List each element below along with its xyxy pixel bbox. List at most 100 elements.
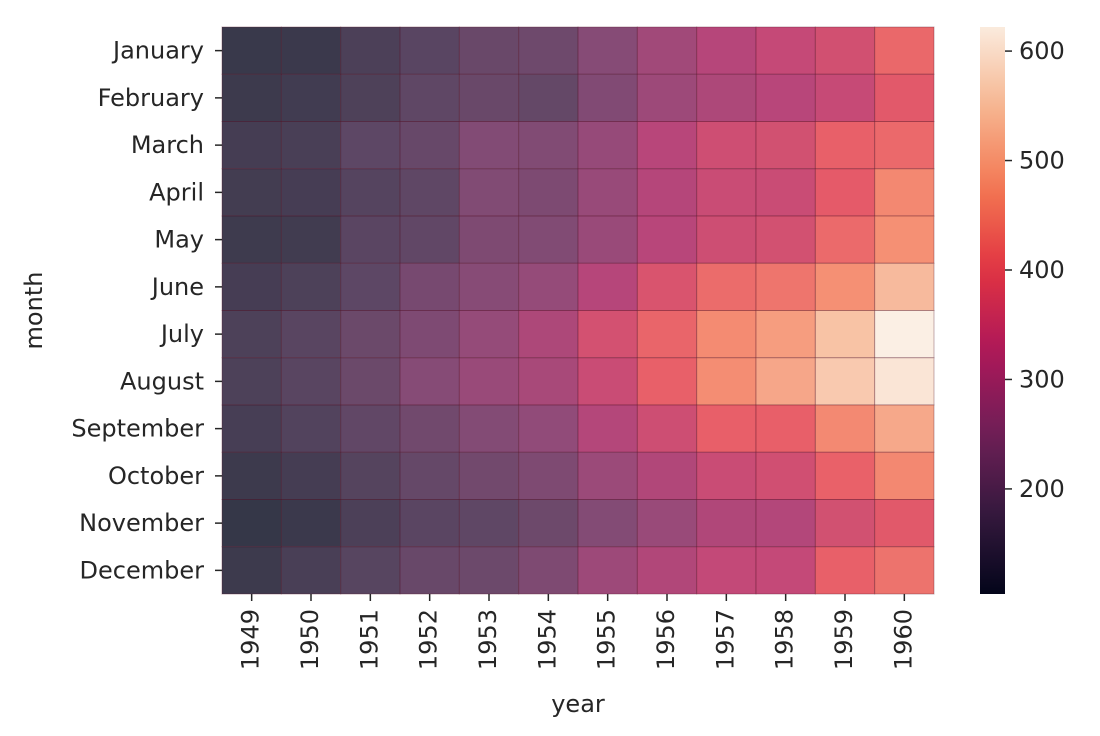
heatmap-cell-may-1954 bbox=[518, 215, 579, 264]
heatmap-cell-october-1957 bbox=[696, 451, 757, 500]
heatmap-cell-february-1954 bbox=[518, 73, 579, 122]
heatmap-cell-april-1951 bbox=[340, 168, 401, 217]
heatmap-cell-december-1959 bbox=[814, 546, 876, 595]
heatmap-cell-december-1949 bbox=[221, 546, 282, 595]
heatmap-cell-may-1959 bbox=[814, 215, 876, 264]
heatmap-cell-january-1953 bbox=[458, 26, 520, 75]
heatmap-cell-september-1955 bbox=[577, 404, 638, 453]
heatmap-cell-february-1960 bbox=[874, 73, 935, 122]
heatmap-cell-march-1951 bbox=[340, 121, 401, 170]
heatmap-cell-november-1959 bbox=[814, 499, 876, 548]
heatmap-cell-june-1956 bbox=[636, 262, 698, 311]
heatmap-cell-december-1958 bbox=[755, 546, 816, 595]
heatmap-cell-june-1953 bbox=[458, 262, 520, 311]
heatmap-cell-january-1949 bbox=[221, 26, 282, 75]
heatmap-cell-september-1953 bbox=[458, 404, 520, 453]
heatmap-cell-september-1960 bbox=[874, 404, 935, 453]
heatmap-cell-may-1949 bbox=[221, 215, 282, 264]
colorbar-tick-label: 400 bbox=[1019, 256, 1065, 284]
heatmap-cell-august-1949 bbox=[221, 357, 282, 406]
heatmap-cell-june-1951 bbox=[340, 262, 401, 311]
heatmap-cell-january-1954 bbox=[518, 26, 579, 75]
heatmap-cell-february-1953 bbox=[458, 73, 520, 122]
heatmap-cell-october-1955 bbox=[577, 451, 638, 500]
y-tick-label: March bbox=[131, 131, 204, 159]
heatmap-cell-january-1951 bbox=[340, 26, 401, 75]
heatmap-cell-october-1958 bbox=[755, 451, 816, 500]
heatmap-cell-january-1952 bbox=[399, 26, 460, 75]
heatmap-cell-july-1960 bbox=[874, 310, 935, 359]
heatmap-cell-june-1957 bbox=[696, 262, 757, 311]
heatmap-cell-september-1951 bbox=[340, 404, 401, 453]
y-tick-label: November bbox=[79, 509, 204, 537]
heatmap-cell-february-1956 bbox=[636, 73, 698, 122]
heatmap-cell-november-1955 bbox=[577, 499, 638, 548]
heatmap-cell-september-1956 bbox=[636, 404, 698, 453]
heatmap-cell-april-1949 bbox=[221, 168, 282, 217]
heatmap-cell-march-1949 bbox=[221, 121, 282, 170]
heatmap-cell-october-1956 bbox=[636, 451, 698, 500]
heatmap-cell-february-1950 bbox=[280, 73, 342, 122]
heatmap-cell-january-1958 bbox=[755, 26, 816, 75]
heatmap-cell-october-1960 bbox=[874, 451, 935, 500]
heatmap-cell-june-1960 bbox=[874, 262, 935, 311]
heatmap-cell-june-1955 bbox=[577, 262, 638, 311]
heatmap-cell-march-1954 bbox=[518, 121, 579, 170]
x-tick-label: 1959 bbox=[830, 609, 858, 670]
y-tick-label: October bbox=[108, 462, 204, 490]
heatmap-cell-april-1960 bbox=[874, 168, 935, 217]
heatmap-cell-january-1955 bbox=[577, 26, 638, 75]
y-tick-label: February bbox=[98, 84, 204, 112]
x-tick-label: 1953 bbox=[474, 609, 502, 670]
heatmap-cell-september-1959 bbox=[814, 404, 876, 453]
heatmap-cell-july-1950 bbox=[280, 310, 342, 359]
heatmap-cell-march-1959 bbox=[814, 121, 876, 170]
heatmap-cell-october-1949 bbox=[221, 451, 282, 500]
heatmap-cell-march-1958 bbox=[755, 121, 816, 170]
heatmap-cell-may-1956 bbox=[636, 215, 698, 264]
heatmap-cell-march-1953 bbox=[458, 121, 520, 170]
heatmap-cell-september-1952 bbox=[399, 404, 460, 453]
heatmap-cell-august-1950 bbox=[280, 357, 342, 406]
heatmap-cell-november-1949 bbox=[221, 499, 282, 548]
heatmap-cell-october-1951 bbox=[340, 451, 401, 500]
heatmap-cell-november-1957 bbox=[696, 499, 757, 548]
heatmap-cell-november-1952 bbox=[399, 499, 460, 548]
x-tick-label: 1954 bbox=[533, 609, 561, 670]
heatmap-cell-november-1956 bbox=[636, 499, 698, 548]
x-tick-label: 1956 bbox=[652, 609, 680, 670]
heatmap-cell-august-1952 bbox=[399, 357, 460, 406]
y-axis-label: month bbox=[20, 272, 48, 350]
heatmap-cell-august-1956 bbox=[636, 357, 698, 406]
heatmap-cell-may-1957 bbox=[696, 215, 757, 264]
x-tick-label: 1950 bbox=[296, 609, 324, 670]
x-axis-label: year bbox=[551, 690, 605, 718]
y-tick-label: September bbox=[71, 415, 204, 443]
heatmap-cell-november-1953 bbox=[458, 499, 520, 548]
heatmap-cell-june-1958 bbox=[755, 262, 816, 311]
x-tick-label: 1960 bbox=[889, 609, 917, 670]
x-tick-label: 1949 bbox=[237, 609, 265, 670]
heatmap-cell-november-1951 bbox=[340, 499, 401, 548]
y-tick-label: June bbox=[150, 273, 204, 301]
heatmap-cell-march-1956 bbox=[636, 121, 698, 170]
heatmap-cell-february-1957 bbox=[696, 73, 757, 122]
heatmap-cell-august-1957 bbox=[696, 357, 757, 406]
heatmap-cell-december-1950 bbox=[280, 546, 342, 595]
heatmap-cell-october-1952 bbox=[399, 451, 460, 500]
heatmap-cell-april-1954 bbox=[518, 168, 579, 217]
x-tick-label: 1958 bbox=[771, 609, 799, 670]
heatmap-cell-september-1954 bbox=[518, 404, 579, 453]
heatmap-cell-june-1952 bbox=[399, 262, 460, 311]
heatmap-cell-may-1953 bbox=[458, 215, 520, 264]
heatmap-cell-august-1960 bbox=[874, 357, 935, 406]
heatmap-cell-august-1959 bbox=[814, 357, 876, 406]
heatmap-cell-april-1953 bbox=[458, 168, 520, 217]
heatmap-cell-july-1957 bbox=[696, 310, 757, 359]
heatmap-cell-june-1950 bbox=[280, 262, 342, 311]
x-tick-label: 1952 bbox=[415, 609, 443, 670]
heatmap-cell-january-1960 bbox=[874, 26, 935, 75]
heatmap-cell-november-1950 bbox=[280, 499, 342, 548]
colorbar-gradient bbox=[980, 27, 1005, 594]
heatmap-cell-may-1955 bbox=[577, 215, 638, 264]
